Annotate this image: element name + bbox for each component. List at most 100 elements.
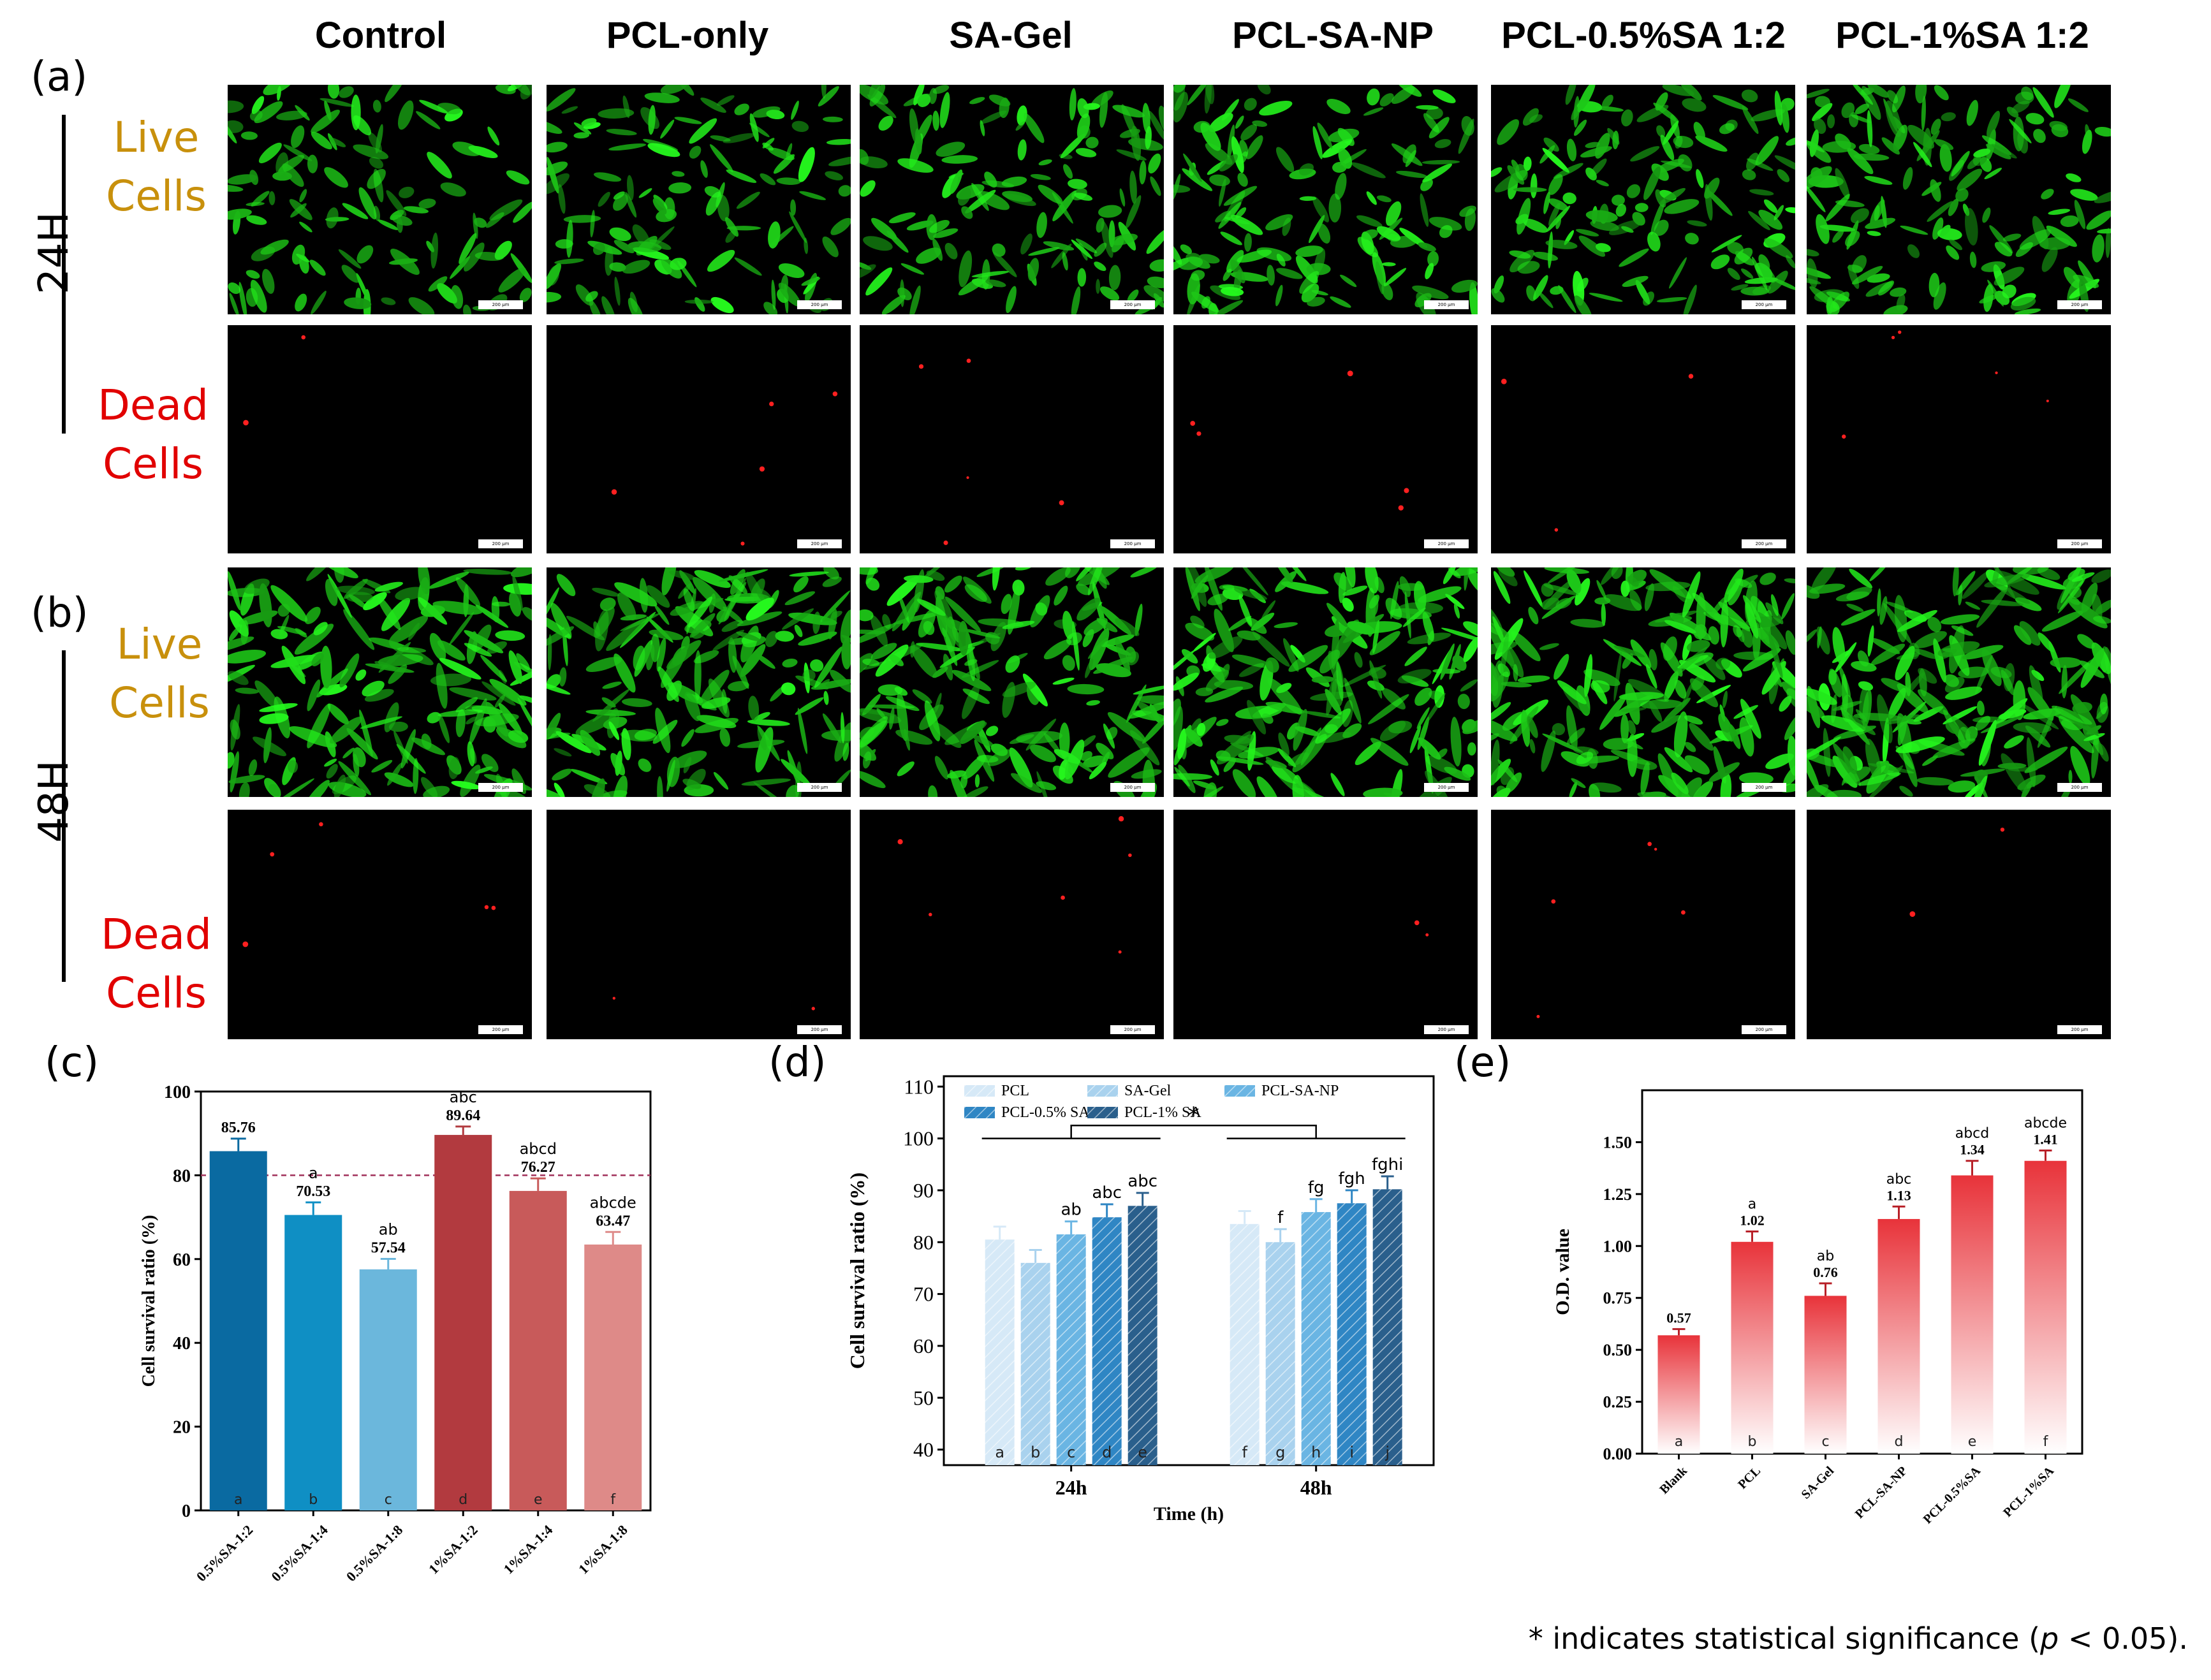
live-cell — [961, 660, 999, 678]
row-label-dead-48h: Dead Cells — [89, 905, 223, 1023]
live-cell — [1573, 119, 1587, 136]
live-cell — [1326, 99, 1351, 115]
live-cell — [520, 85, 532, 100]
live-cell — [307, 679, 321, 712]
live-cell — [1059, 722, 1070, 759]
live-cell — [1147, 276, 1164, 288]
live-cell — [1994, 267, 2025, 286]
live-cell — [240, 131, 258, 140]
live-cell — [1491, 740, 1500, 785]
micrograph-texture — [897, 816, 1132, 954]
live-cell — [1918, 689, 1949, 715]
live-cell — [798, 631, 837, 646]
live-cell — [254, 680, 279, 709]
bar-letter: e — [534, 1492, 543, 1508]
live-cell — [1611, 567, 1623, 580]
bar-letter: c — [1821, 1434, 1829, 1450]
bar — [1337, 1203, 1367, 1465]
micrograph-texture — [1807, 567, 2111, 797]
live-cells-image-24h-1: 200 μm — [547, 85, 851, 314]
live-cell — [487, 641, 507, 654]
live-cell — [272, 172, 292, 181]
live-cell — [1443, 567, 1457, 585]
live-cell — [1720, 772, 1732, 797]
live-cell — [1635, 280, 1650, 305]
scale-bar: 200 μm — [1424, 1025, 1469, 1034]
live-cell — [1543, 584, 1579, 595]
live-cell — [309, 259, 326, 276]
live-cell — [1939, 143, 1952, 172]
live-cell — [1577, 85, 1596, 112]
dead-cell — [1404, 488, 1409, 493]
micrograph-texture — [1173, 85, 1478, 314]
live-cell — [1108, 747, 1150, 778]
live-cell — [547, 713, 561, 740]
live-cell — [1881, 678, 1909, 692]
live-cell — [1085, 658, 1094, 678]
live-cell — [1086, 700, 1101, 706]
live-cell — [1385, 201, 1402, 226]
live-cell — [778, 282, 801, 307]
live-cell — [1585, 167, 1597, 180]
micrograph-texture — [228, 567, 532, 797]
live-cell — [368, 132, 383, 153]
live-cell — [723, 133, 755, 143]
live-cell — [1096, 618, 1118, 632]
live-cell — [1781, 593, 1795, 620]
live-cell — [427, 152, 452, 179]
live-cell — [1223, 186, 1258, 206]
live-cell — [1975, 715, 1991, 731]
live-cell — [1613, 645, 1645, 657]
micrograph-texture — [918, 358, 1064, 545]
live-cell — [934, 756, 949, 780]
live-cell — [2048, 208, 2071, 215]
live-cell — [355, 669, 367, 681]
live-cell — [1467, 742, 1476, 756]
live-cell — [1825, 194, 1850, 222]
live-cell — [1592, 680, 1608, 705]
legend-swatch — [1224, 1085, 1255, 1097]
live-cell — [455, 697, 478, 713]
live-cell — [944, 575, 962, 593]
live-cell — [1957, 168, 1983, 191]
live-cell — [1261, 600, 1276, 620]
live-cell — [1464, 567, 1470, 591]
scale-bar: 200 μm — [478, 1025, 523, 1034]
live-cell — [1173, 92, 1189, 122]
live-cell — [1994, 570, 2039, 595]
live-cell — [251, 246, 275, 261]
live-cell — [396, 217, 403, 233]
live-cell — [437, 709, 483, 717]
live-cell — [625, 192, 637, 218]
live-cell — [1312, 126, 1323, 159]
y-tick-label: 110 — [904, 1075, 934, 1098]
live-cell — [647, 143, 680, 157]
live-cell — [838, 185, 851, 197]
live-cell — [1939, 224, 1951, 237]
live-cell — [1191, 270, 1205, 281]
live-cell — [1951, 716, 1971, 734]
live-cell — [581, 118, 597, 127]
live-cell — [1879, 595, 1888, 625]
live-cell — [620, 613, 661, 631]
live-cell — [1841, 102, 1855, 119]
live-cell — [860, 770, 886, 789]
live-cell — [649, 629, 684, 640]
live-cell — [1630, 146, 1660, 162]
live-cell — [1216, 719, 1229, 726]
live-cell — [311, 110, 340, 133]
live-cell — [860, 623, 896, 645]
live-cell — [1835, 133, 1851, 150]
live-cell — [1708, 626, 1719, 645]
significance-label: fgh — [1339, 1169, 1365, 1188]
live-cell — [1185, 622, 1215, 641]
live-cell — [1913, 142, 1932, 168]
live-cell — [246, 270, 260, 279]
bar-letter: a — [234, 1492, 242, 1508]
dead-cells-image-24h-2: 200 μm — [860, 325, 1164, 553]
y-tick-label: 20 — [173, 1418, 191, 1438]
live-cell — [346, 727, 378, 760]
live-cell — [1962, 645, 2004, 660]
live-cell — [1054, 585, 1068, 606]
live-cell — [2049, 121, 2068, 131]
